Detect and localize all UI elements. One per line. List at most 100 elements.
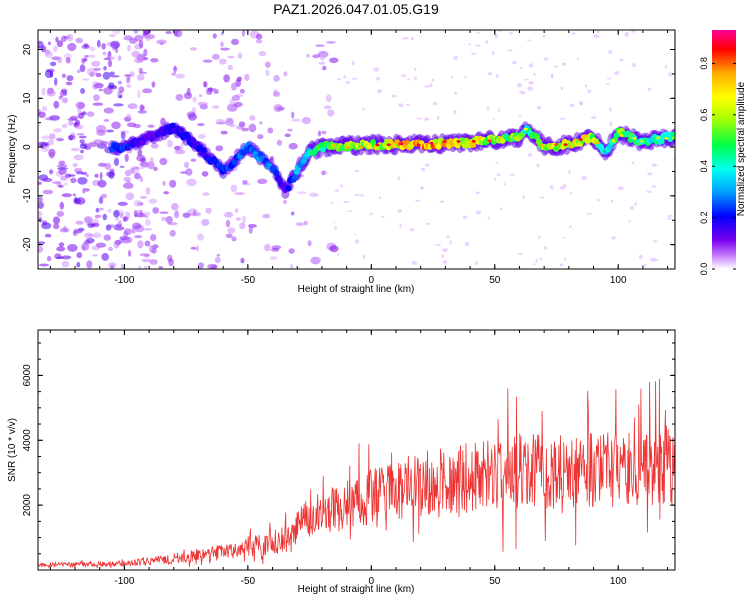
spectrogram-noise-cell [609, 121, 613, 126]
spectrogram-noise-cell [103, 87, 113, 95]
spectrogram-ridge-cell [470, 141, 477, 148]
spectrogram-noise-cell [81, 57, 86, 64]
spectrogram-noise-cell [102, 51, 107, 56]
spectrogram-noise-cell [92, 102, 104, 106]
spectrogram-peak-cell [632, 137, 637, 140]
spectrogram-noise-cell [347, 210, 353, 212]
spectrogram-noise-cell [83, 43, 89, 48]
spectrogram-noise-cell [106, 129, 114, 133]
spectrogram-noise-cell [284, 133, 291, 138]
spectrogram-noise-cell [631, 30, 636, 33]
spectrogram-noise-cell [151, 81, 156, 88]
spectrogram-noise-cell [123, 182, 134, 189]
spectrogram-noise-cell [351, 77, 358, 80]
spectrogram-noise-cell [47, 139, 55, 146]
spectrogram-noise-cell [86, 54, 96, 58]
spectrogram-noise-cell [140, 157, 147, 163]
spectrogram-noise-cell [248, 123, 257, 133]
spectrogram-noise-cell [559, 186, 566, 190]
spectrogram-noise-cell [145, 187, 151, 196]
spectrogram-noise-cell [397, 209, 403, 213]
spectrogram-noise-cell [197, 134, 206, 139]
spectrogram-noise-cell [132, 222, 142, 230]
spectrogram-noise-cell [273, 75, 280, 82]
spectrogram-noise-cell [241, 30, 246, 37]
spectrogram-noise-cell [159, 211, 169, 214]
spectrogram-peak-cell [471, 139, 476, 143]
spectrogram-noise-cell [57, 56, 63, 64]
spectrogram-noise-cell [231, 95, 241, 101]
spectrogram-noise-cell [329, 57, 339, 64]
spectrogram-noise-cell [150, 234, 157, 241]
spectrogram-noise-cell [334, 189, 340, 192]
spectrogram-noise-cell [159, 157, 168, 166]
spectrogram-noise-cell [494, 34, 498, 39]
spectrogram-noise-cell [53, 223, 60, 230]
spectrogram-noise-cell [38, 245, 44, 253]
spectrogram-noise-cell [62, 225, 68, 233]
spectrogram-noise-cell [536, 105, 542, 110]
spectrogram-noise-cell [215, 121, 226, 125]
spectrogram-noise-cell [113, 240, 120, 249]
spectrogram-noise-cell [174, 145, 181, 151]
spectrogram-noise-cell [165, 31, 172, 34]
spectrogram-noise-cell [331, 201, 334, 204]
spectrogram-noise-cell [202, 192, 210, 196]
spectrogram-noise-cell [255, 39, 263, 44]
spectrogram-noise-cell [70, 248, 75, 252]
figure-title: PAZ1.2026.047.01.05.G19 [273, 1, 439, 17]
spectrogram-noise-cell [309, 192, 319, 197]
spectrogram-noise-cell [317, 130, 322, 137]
spectrogram-noise-cell [528, 81, 535, 85]
spectrogram-noise-cell [424, 117, 430, 121]
spectrogram-noise-cell [605, 83, 610, 86]
spectrogram-noise-cell [139, 253, 150, 257]
spectrogram-noise-cell [57, 164, 68, 168]
colorbar-tick-label: 0.0 [699, 263, 709, 276]
spectrogram-noise-cell [321, 130, 327, 135]
spectrogram-noise-cell [225, 233, 233, 239]
spectrogram-noise-cell [91, 60, 101, 67]
spectrogram-noise-cell [273, 91, 281, 97]
spectrogram-noise-cell [180, 142, 184, 151]
spectrogram-ridge-cell [285, 185, 292, 192]
snr-ylabel: SNR (10 * v/v) [7, 418, 18, 482]
spectrogram-noise-cell [89, 71, 95, 78]
spectrogram-noise-cell [201, 171, 209, 177]
spectrogram-noise-cell [143, 30, 152, 35]
spectrogram-peak-cell [664, 137, 669, 140]
spectrogram-noise-cell [129, 166, 140, 175]
spectrogram-noise-cell [98, 162, 107, 167]
spectrogram-noise-cell [229, 98, 235, 106]
spectrogram-peak-cell [497, 136, 502, 139]
spectrogram-noise-cell [94, 173, 99, 178]
spectrogram-noise-cell [519, 90, 523, 95]
snr-xlabel: Height of straight line (km) [298, 584, 415, 595]
spectrogram-noise-cell [495, 161, 499, 164]
spectrogram-noise-cell [542, 34, 546, 38]
spectrogram-noise-cell [291, 111, 295, 119]
spectrogram-noise-cell [96, 39, 101, 48]
spectrogram-peak-cell [578, 138, 583, 141]
spectrogram-noise-cell [68, 174, 76, 177]
spectrogram-noise-cell [144, 240, 151, 247]
spectrogram-noise-cell [528, 152, 532, 157]
spectrogram-noise-cell [355, 239, 359, 244]
spectrogram-noise-cell [98, 88, 104, 92]
spectrogram-peak-cell [332, 144, 337, 147]
spectrogram-noise-cell [137, 90, 141, 99]
spectrogram-noise-cell [202, 59, 213, 63]
colorbar-tick-label: 0.2 [699, 211, 709, 224]
spectrogram-noise-cell [58, 184, 64, 188]
spectrogram-noise-cell [257, 178, 268, 184]
spectrogram-noise-cell [101, 252, 109, 261]
spectrogram-noise-cell [343, 74, 347, 79]
spectrogram-noise-cell [171, 202, 179, 211]
spectrogram-noise-cell [197, 101, 208, 106]
spectrogram-noise-cell [414, 76, 417, 81]
spectrogram-noise-cell [76, 133, 85, 136]
spectrogram-peak-cell [456, 140, 461, 143]
spectrogram-noise-cell [74, 229, 83, 234]
spectrogram-noise-cell [257, 134, 264, 140]
